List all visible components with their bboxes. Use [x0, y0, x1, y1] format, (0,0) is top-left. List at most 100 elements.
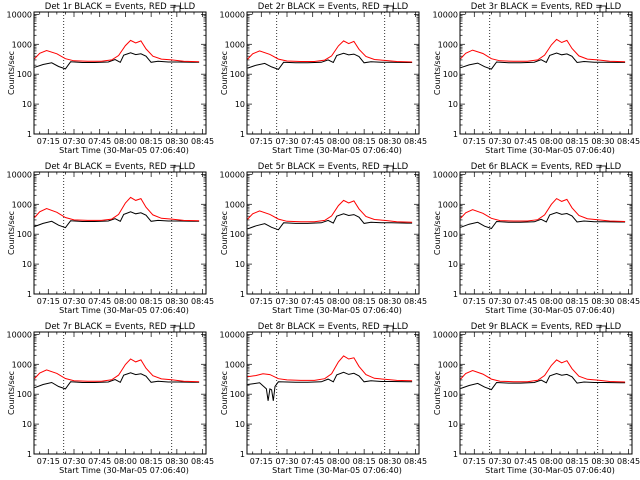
- detector-panel: Det 4r BLACK = Events, RED = LLD 1 10 100 10…: [7, 162, 215, 315]
- x-tick-label: 07:15: [250, 137, 273, 146]
- y-tick-label: 100: [443, 390, 458, 399]
- detector-panel: Det 9r BLACK = Events, RED = LLD 1 10 100 10…: [433, 322, 640, 475]
- plot-frame: [33, 171, 207, 295]
- y-tick-label: 10000: [7, 10, 32, 19]
- x-tick-label: 08:30: [591, 297, 614, 306]
- plot-frame: [246, 11, 420, 135]
- x-tick-label: 08:00: [327, 297, 350, 306]
- x-tick-label: 08:45: [191, 137, 214, 146]
- y-tick-label: 1000: [12, 360, 32, 369]
- x-tick-label: 08:45: [617, 297, 640, 306]
- y-axis-label: Counts/sec: [220, 211, 229, 255]
- x-tick-label: 08:00: [540, 457, 563, 466]
- y-tick-label: 1: [453, 450, 458, 459]
- y-tick-label: 1000: [438, 40, 458, 49]
- x-tick-label: 08:15: [566, 297, 589, 306]
- x-axis-label: Start Time (30-Mar-05 07:06:40): [272, 306, 402, 315]
- x-tick-label: 07:30: [275, 457, 298, 466]
- y-tick-label: 1000: [12, 40, 32, 49]
- panel-title: Det 5r BLACK = Events, RED = LLD: [258, 162, 409, 172]
- y-tick-label: 10000: [220, 10, 245, 19]
- x-tick-label: 07:45: [514, 457, 537, 466]
- x-tick-label: 08:30: [165, 457, 188, 466]
- y-tick-label: 10000: [7, 170, 32, 179]
- y-tick-label: 10: [235, 260, 245, 269]
- y-tick-label: 1: [240, 290, 245, 299]
- y-axis-label: Counts/sec: [433, 51, 442, 95]
- detector-panel: Det 2r BLACK = Events, RED = LLD 1 10 100 10…: [220, 2, 428, 155]
- y-axis-label: Counts/sec: [7, 211, 16, 255]
- y-tick-label: 100: [17, 230, 32, 239]
- lld-series-line: [34, 358, 200, 383]
- lld-series-line: [34, 39, 200, 63]
- x-tick-label: 08:45: [617, 457, 640, 466]
- events-series-line: [460, 211, 626, 230]
- y-tick-label: 10000: [220, 330, 245, 339]
- panel-title: Det 6r BLACK = Events, RED = LLD: [471, 162, 622, 172]
- y-tick-label: 1: [453, 290, 458, 299]
- x-tick-label: 07:15: [463, 457, 486, 466]
- x-tick-label: 07:30: [488, 297, 511, 306]
- panel-title: Det 9r BLACK = Events, RED = LLD: [471, 322, 622, 332]
- y-axis-label: Counts/sec: [433, 211, 442, 255]
- panel-title: Det 2r BLACK = Events, RED = LLD: [258, 2, 409, 12]
- x-tick-label: 08:45: [404, 297, 427, 306]
- x-axis-label: Start Time (30-Mar-05 07:06:40): [59, 146, 189, 155]
- detector-panel: Det 7r BLACK = Events, RED = LLD 1 10 100 10…: [7, 322, 215, 475]
- x-tick-label: 07:15: [463, 137, 486, 146]
- detector-panel: Det 6r BLACK = Events, RED = LLD 1 10 100 10…: [433, 162, 640, 315]
- lld-series-line: [247, 40, 413, 63]
- x-tick-label: 07:30: [62, 297, 85, 306]
- detector-panel: Det 3r BLACK = Events, RED = LLD 1 10 100 10…: [433, 2, 640, 155]
- events-series-line: [460, 52, 626, 70]
- y-tick-label: 100: [230, 230, 245, 239]
- events-series-line: [247, 371, 413, 401]
- plot-frame: [33, 11, 207, 135]
- x-axis-label: Start Time (30-Mar-05 07:06:40): [485, 306, 615, 315]
- lld-series-line: [460, 359, 626, 383]
- x-tick-label: 08:30: [378, 297, 401, 306]
- x-tick-label: 08:30: [165, 137, 188, 146]
- plot-frame: [246, 171, 420, 295]
- y-tick-label: 1000: [225, 360, 245, 369]
- x-tick-label: 07:30: [62, 137, 85, 146]
- x-tick-label: 07:15: [37, 457, 60, 466]
- x-tick-label: 07:45: [301, 297, 324, 306]
- y-tick-label: 10: [22, 260, 32, 269]
- x-tick-label: 08:30: [591, 137, 614, 146]
- x-tick-label: 08:45: [617, 137, 640, 146]
- y-axis-label: Counts/sec: [220, 371, 229, 415]
- x-tick-label: 07:15: [250, 297, 273, 306]
- y-axis-label: Counts/sec: [433, 371, 442, 415]
- x-tick-label: 07:45: [88, 457, 111, 466]
- x-tick-label: 07:45: [301, 137, 324, 146]
- y-tick-label: 10000: [433, 10, 458, 19]
- lld-series-line: [34, 196, 200, 222]
- x-tick-label: 08:15: [566, 457, 589, 466]
- x-tick-label: 08:15: [140, 137, 163, 146]
- x-tick-label: 08:45: [404, 137, 427, 146]
- panel-title: Det 3r BLACK = Events, RED = LLD: [471, 2, 622, 12]
- x-axis-label: Start Time (30-Mar-05 07:06:40): [485, 466, 615, 475]
- x-tick-label: 07:15: [37, 297, 60, 306]
- x-tick-label: 07:30: [62, 457, 85, 466]
- y-tick-label: 10000: [433, 330, 458, 339]
- y-tick-label: 10: [235, 420, 245, 429]
- y-tick-label: 100: [230, 390, 245, 399]
- events-series-line: [247, 52, 413, 70]
- x-tick-label: 08:30: [165, 297, 188, 306]
- plot-frame: [459, 11, 633, 135]
- x-tick-label: 08:30: [378, 457, 401, 466]
- x-tick-label: 08:15: [140, 457, 163, 466]
- lld-series-line: [460, 38, 626, 63]
- y-tick-label: 1: [240, 130, 245, 139]
- y-tick-label: 1000: [225, 40, 245, 49]
- panel-title: Det 7r BLACK = Events, RED = LLD: [45, 322, 196, 332]
- x-tick-label: 07:45: [301, 457, 324, 466]
- panel-title: Det 4r BLACK = Events, RED = LLD: [45, 162, 196, 172]
- y-tick-label: 100: [443, 230, 458, 239]
- x-tick-label: 08:00: [540, 137, 563, 146]
- x-tick-label: 07:45: [514, 137, 537, 146]
- lld-series-line: [247, 355, 413, 382]
- x-axis-label: Start Time (30-Mar-05 07:06:40): [485, 146, 615, 155]
